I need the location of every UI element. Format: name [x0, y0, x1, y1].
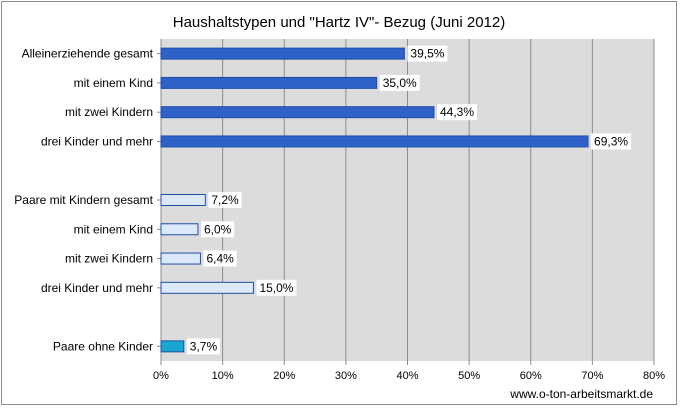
bar — [160, 252, 201, 265]
category-label: drei Kinder und mehr — [41, 281, 153, 295]
data-label-bg — [591, 133, 632, 150]
category-label: mit einem Kind — [74, 222, 153, 236]
plot-area: 0% 10% 20% 30% 40% 50% 60% 70% 80% Alleinerziehen… — [14, 39, 665, 382]
x-tick-label: 20% — [273, 370, 295, 382]
data-label: 6,0% — [204, 222, 232, 236]
x-tick-label: 80% — [643, 370, 665, 382]
data-label: 3,7% — [190, 339, 218, 353]
bar — [160, 76, 378, 89]
data-label: 44,3% — [440, 105, 474, 119]
bar — [160, 340, 185, 353]
bar — [160, 135, 589, 148]
x-tick-label: 30% — [335, 370, 357, 382]
data-label: 39,5% — [410, 47, 444, 61]
data-label-bg — [436, 104, 477, 121]
bar — [160, 47, 405, 60]
x-tick-label: 60% — [520, 370, 542, 382]
data-label: 35,0% — [383, 76, 417, 90]
data-label: 15,0% — [259, 281, 293, 295]
x-tick-label: 40% — [396, 370, 418, 382]
bar — [160, 281, 254, 294]
x-tick-label: 50% — [458, 370, 480, 382]
data-label-bg — [407, 45, 448, 62]
category-label: drei Kinder und mehr — [41, 134, 153, 148]
data-label-bg — [256, 279, 297, 296]
category-label: mit zwei Kindern — [65, 105, 153, 119]
data-label-bg — [203, 250, 237, 267]
bar — [160, 223, 199, 236]
category-label: mit zwei Kindern — [65, 252, 153, 266]
data-label: 6,4% — [206, 252, 234, 266]
data-label: 7,2% — [211, 193, 239, 207]
data-label-bg — [200, 221, 235, 238]
category-label: Paare ohne Kinder — [53, 339, 153, 353]
category-label: Alleinerziehende gesamt — [22, 47, 154, 61]
data-label-bg — [379, 74, 420, 91]
bar — [160, 106, 435, 119]
data-label: 69,3% — [594, 134, 628, 148]
source-note: www.o-ton-arbeitsmarkt.de — [509, 387, 653, 401]
data-label-bg — [186, 338, 221, 355]
category-label: mit einem Kind — [74, 76, 153, 90]
x-tick-label: 70% — [581, 370, 603, 382]
bar — [160, 194, 206, 206]
chart-title: Haushaltstypen und "Hartz IV"- Bezug (Ju… — [173, 14, 506, 31]
x-tick-label: 10% — [212, 370, 234, 382]
category-label: Paare mit Kindern gesamt — [14, 193, 153, 207]
x-tick-label: 0% — [153, 370, 169, 382]
data-label-bg — [208, 192, 242, 208]
